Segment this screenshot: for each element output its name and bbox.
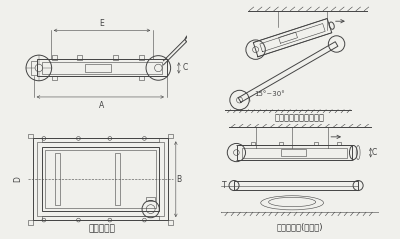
Text: 安装示意图（倾斜式）: 安装示意图（倾斜式） bbox=[275, 114, 325, 123]
Bar bbox=[85, 64, 110, 72]
Text: B: B bbox=[176, 175, 182, 184]
Bar bbox=[113, 55, 118, 60]
Bar bbox=[168, 220, 173, 225]
Bar bbox=[52, 76, 57, 80]
Bar bbox=[31, 61, 37, 75]
Bar bbox=[42, 147, 159, 212]
Bar bbox=[114, 153, 120, 205]
Text: D: D bbox=[14, 176, 22, 182]
Bar bbox=[168, 134, 173, 138]
Bar bbox=[33, 138, 168, 220]
Bar bbox=[234, 181, 358, 190]
Text: T: T bbox=[222, 181, 226, 190]
Bar bbox=[37, 142, 164, 216]
Text: E: E bbox=[100, 19, 104, 28]
Bar bbox=[146, 196, 155, 201]
Bar bbox=[279, 142, 283, 146]
Bar bbox=[251, 142, 255, 146]
Text: 安装示意图(水平式): 安装示意图(水平式) bbox=[277, 222, 323, 231]
Bar bbox=[45, 150, 156, 208]
Text: C: C bbox=[371, 148, 376, 157]
Bar bbox=[28, 134, 33, 138]
Bar bbox=[37, 60, 167, 76]
Bar bbox=[52, 55, 57, 60]
Text: C: C bbox=[182, 63, 188, 72]
Bar bbox=[139, 55, 144, 60]
Text: 外形尺寸图: 外形尺寸图 bbox=[88, 224, 116, 233]
Bar bbox=[139, 76, 144, 80]
Bar bbox=[281, 149, 306, 156]
Bar bbox=[42, 138, 159, 142]
Bar bbox=[314, 142, 318, 146]
Bar bbox=[242, 147, 347, 158]
Bar bbox=[55, 153, 60, 205]
Text: A: A bbox=[99, 101, 105, 110]
Bar bbox=[77, 55, 82, 60]
Bar bbox=[42, 216, 159, 220]
Bar bbox=[237, 145, 352, 160]
Text: 15°~30°: 15°~30° bbox=[254, 91, 285, 97]
Bar bbox=[42, 62, 162, 74]
Bar bbox=[28, 220, 33, 225]
Bar bbox=[337, 142, 341, 146]
